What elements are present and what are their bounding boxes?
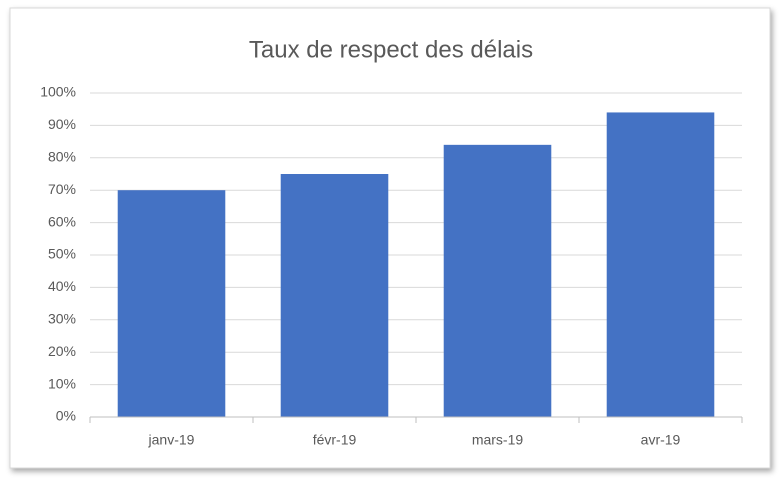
y-tick-label: 40% xyxy=(48,278,76,294)
x-tick-label: mars-19 xyxy=(472,432,524,448)
bar xyxy=(280,174,389,417)
y-tick-label: 50% xyxy=(48,246,76,262)
bar xyxy=(117,190,226,417)
bar xyxy=(443,144,552,417)
y-tick-label: 90% xyxy=(48,116,76,132)
y-tick-label: 70% xyxy=(48,181,76,197)
y-tick-label: 60% xyxy=(48,213,76,229)
y-tick-label: 100% xyxy=(40,84,76,100)
x-tick-label: avr-19 xyxy=(641,432,681,448)
chart-title: Taux de respect des délais xyxy=(249,36,533,63)
y-tick-label: 20% xyxy=(48,343,76,359)
bar xyxy=(606,112,715,417)
x-tick-label: févr-19 xyxy=(313,432,357,448)
y-tick-label: 10% xyxy=(48,375,76,391)
y-tick-label: 30% xyxy=(48,311,76,327)
x-tick-label: janv-19 xyxy=(148,432,195,448)
y-tick-label: 0% xyxy=(56,408,76,424)
y-tick-label: 80% xyxy=(48,149,76,165)
